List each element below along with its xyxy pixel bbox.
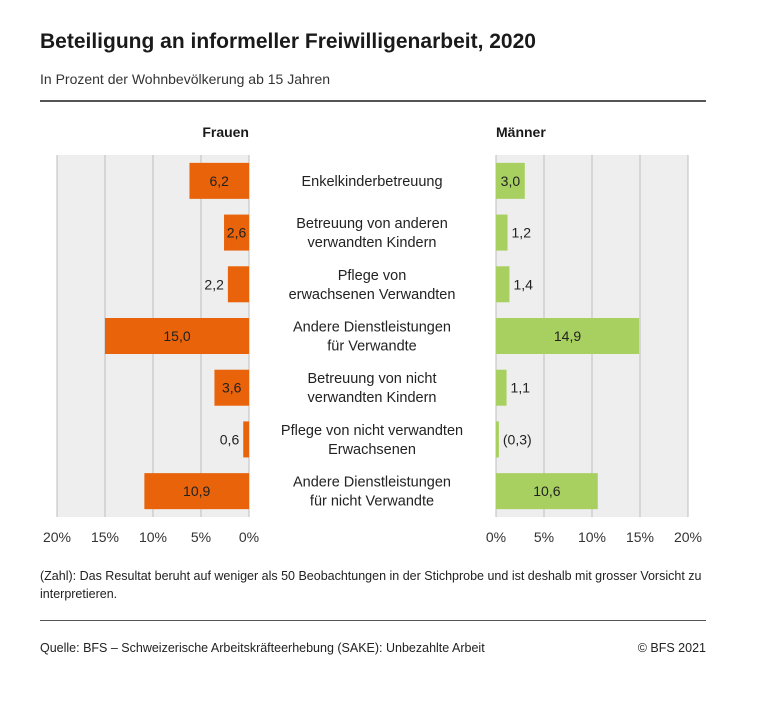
category-label: für Verwandte [327, 339, 416, 355]
data-label-maenner: 1,1 [511, 380, 531, 396]
chart-subtitle: In Prozent der Wohnbevölkerung ab 15 Jah… [40, 71, 331, 87]
bar-maenner [496, 473, 598, 510]
chart-title: Beteiligung an informeller Freiwilligena… [40, 30, 536, 53]
data-label-maenner: 1,4 [513, 276, 533, 292]
x-tick-label-frauen: 15% [91, 529, 119, 545]
bar-maenner [496, 318, 640, 354]
x-tick-label-maenner: 0% [486, 529, 506, 545]
data-label-frauen: 0,6 [220, 431, 240, 447]
category-label: Pflege von nicht verwandten [281, 423, 463, 439]
x-tick-label-maenner: 20% [674, 529, 702, 545]
data-label-maenner: 3,0 [501, 173, 521, 189]
x-tick-label-frauen: 20% [43, 529, 71, 545]
bar-frauen [224, 214, 249, 251]
series-label-maenner: Männer [496, 124, 546, 140]
data-label-maenner: 14,9 [554, 328, 581, 344]
data-label-maenner: 10,6 [533, 483, 560, 499]
data-label-maenner: (0,3) [503, 431, 532, 447]
data-label-frauen: 10,9 [183, 483, 210, 499]
bar-frauen [189, 162, 249, 199]
copyright-note: © BFS 2021 [637, 641, 706, 655]
category-label: erwachsenen Verwandten [289, 287, 456, 303]
category-label: Andere Dienstleistungen [293, 320, 451, 336]
data-label-frauen: 3,6 [222, 380, 242, 396]
x-tick-label-maenner: 10% [578, 529, 606, 545]
bar-maenner [496, 162, 525, 199]
bar-frauen [144, 473, 249, 510]
bar-maenner [496, 266, 510, 303]
bar-maenner [496, 214, 508, 251]
bar-maenner [496, 421, 499, 458]
category-label: verwandten Kindern [308, 235, 437, 251]
chart-canvas: 0% 0% 5% 5% 10% 10% 15% 15% 20% 20% Frauen Männer 6,… [43, 124, 702, 545]
bar-maenner [496, 369, 507, 406]
bar-frauen [105, 318, 249, 354]
footer-divider [40, 620, 706, 621]
footnote: (Zahl): Das Resultat beruht auf weniger … [40, 569, 702, 601]
x-tick-label-maenner: 15% [626, 529, 654, 545]
bar-frauen [243, 421, 249, 458]
bar-frauen [214, 369, 249, 406]
bar-frauen [227, 266, 249, 303]
x-tick-label-frauen: 5% [191, 529, 211, 545]
data-label-frauen: 6,2 [210, 173, 230, 189]
category-label: Erwachsenen [328, 442, 416, 458]
x-tick-label-maenner: 5% [534, 529, 554, 545]
category-label: für nicht Verwandte [310, 494, 434, 510]
source-note: Quelle: BFS – Schweizerische Arbeitskräf… [40, 641, 485, 655]
data-label-frauen: 2,2 [204, 276, 224, 292]
top-divider [40, 100, 706, 102]
category-label: Betreuung von nicht [308, 371, 437, 387]
category-label: Enkelkinderbetreuung [301, 174, 442, 190]
data-label-frauen: 2,6 [227, 225, 247, 241]
series-label-frauen: Frauen [202, 124, 249, 140]
category-label: Betreuung von anderen [296, 216, 448, 232]
x-tick-label-frauen: 0% [239, 529, 259, 545]
data-label-maenner: 1,2 [512, 225, 532, 241]
x-tick-label-frauen: 10% [139, 529, 167, 545]
category-label: Pflege von [338, 268, 407, 284]
data-label-frauen: 15,0 [163, 328, 190, 344]
category-label: verwandten Kindern [308, 390, 437, 406]
category-label: Andere Dienstleistungen [293, 475, 451, 491]
